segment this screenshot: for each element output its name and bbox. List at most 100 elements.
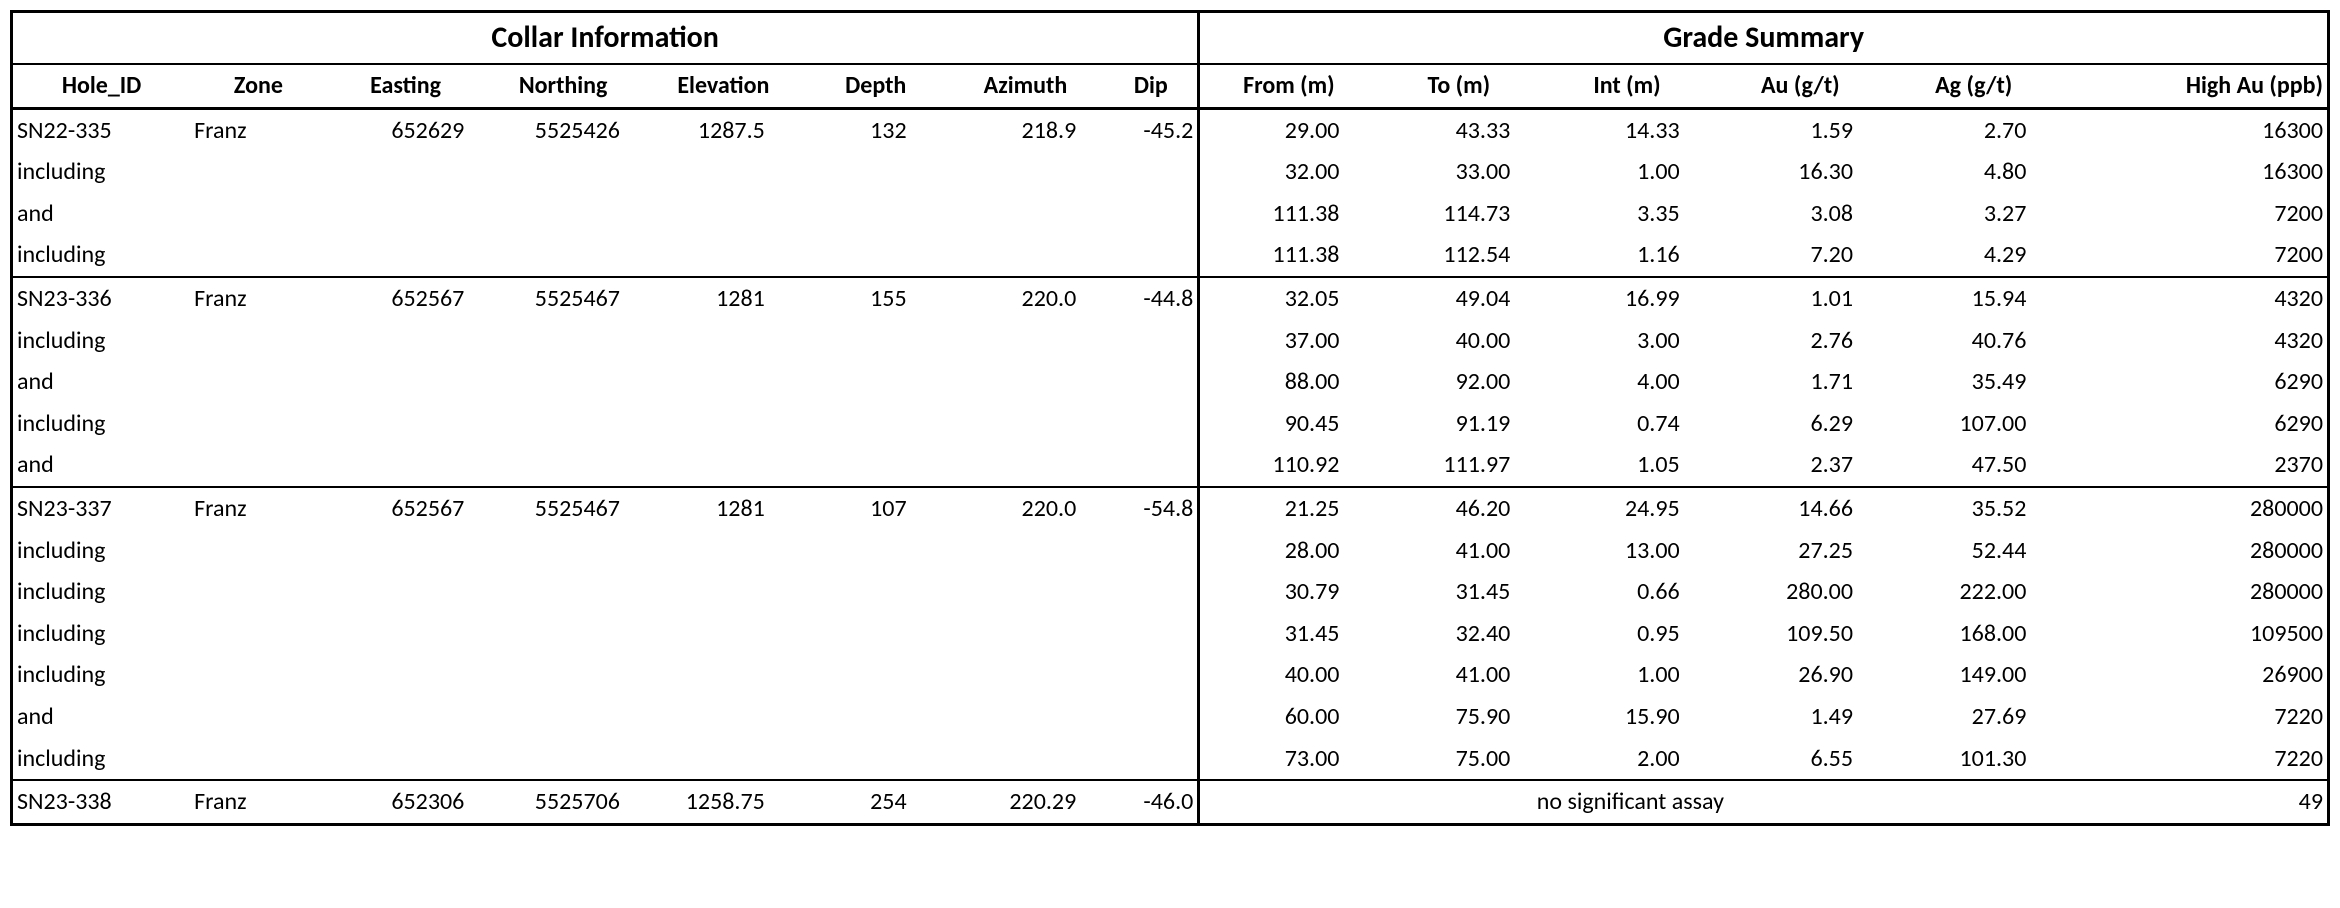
col-depth: Depth (805, 64, 947, 108)
cell-depth: 155 (805, 277, 947, 320)
col-au: Au (g/t) (1714, 64, 1887, 108)
cell-northing (484, 151, 642, 193)
cell-au: 2.76 (1714, 320, 1887, 362)
col-azimuth: Azimuth (947, 64, 1105, 108)
cell-high-au: 6290 (2060, 361, 2328, 403)
cell-ag: 35.49 (1887, 361, 2060, 403)
cell-depth (805, 530, 947, 572)
cell-dip (1104, 613, 1199, 655)
cell-azimuth: 220.0 (947, 277, 1105, 320)
cell-azimuth (947, 530, 1105, 572)
cell-high-au: 49 (2060, 780, 2328, 824)
table-row: including90.4591.190.746.29107.006290 (12, 403, 2329, 445)
cell-easting (327, 613, 485, 655)
cell-zone (190, 403, 327, 445)
cell-au: 26.90 (1714, 654, 1887, 696)
cell-depth (805, 403, 947, 445)
cell-easting (327, 530, 485, 572)
cell-northing (484, 193, 642, 235)
cell-high-au: 4320 (2060, 320, 2328, 362)
cell-au: 27.25 (1714, 530, 1887, 572)
cell-ag: 168.00 (1887, 613, 2060, 655)
cell-au: 6.55 (1714, 738, 1887, 781)
cell-easting (327, 361, 485, 403)
cell-int: 1.00 (1540, 151, 1713, 193)
cell-easting (327, 654, 485, 696)
cell-northing (484, 234, 642, 277)
cell-zone (190, 234, 327, 277)
cell-dip (1104, 151, 1199, 193)
cell-hole-id: SN23-338 (12, 780, 191, 824)
cell-from: 32.00 (1199, 151, 1378, 193)
cell-northing (484, 613, 642, 655)
table-row: SN23-338Franz65230655257061258.75254220.… (12, 780, 2329, 824)
cell-ag: 40.76 (1887, 320, 2060, 362)
cell-northing (484, 654, 642, 696)
col-northing: Northing (484, 64, 642, 108)
col-ag: Ag (g/t) (1887, 64, 2060, 108)
cell-elevation: 1258.75 (642, 780, 805, 824)
table-row: and60.0075.9015.901.4927.697220 (12, 696, 2329, 738)
cell-depth (805, 654, 947, 696)
cell-azimuth (947, 613, 1105, 655)
cell-hole-id: including (12, 320, 191, 362)
cell-azimuth (947, 444, 1105, 487)
cell-depth (805, 696, 947, 738)
col-easting: Easting (327, 64, 485, 108)
cell-dip (1104, 193, 1199, 235)
cell-from: 110.92 (1199, 444, 1378, 487)
cell-int: 4.00 (1540, 361, 1713, 403)
cell-easting: 652306 (327, 780, 485, 824)
cell-high-au: 7220 (2060, 696, 2328, 738)
cell-azimuth (947, 234, 1105, 277)
cell-to: 31.45 (1377, 571, 1540, 613)
cell-depth (805, 444, 947, 487)
cell-dip (1104, 738, 1199, 781)
cell-to: 111.97 (1377, 444, 1540, 487)
cell-depth: 107 (805, 487, 947, 530)
cell-hole-id: including (12, 613, 191, 655)
cell-zone (190, 571, 327, 613)
cell-ag: 27.69 (1887, 696, 2060, 738)
cell-dip: -45.2 (1104, 108, 1199, 151)
cell-azimuth (947, 738, 1105, 781)
cell-azimuth (947, 654, 1105, 696)
col-hole-id: Hole_ID (12, 64, 191, 108)
cell-to: 92.00 (1377, 361, 1540, 403)
cell-azimuth: 220.0 (947, 487, 1105, 530)
cell-easting (327, 234, 485, 277)
cell-ag: 15.94 (1887, 277, 2060, 320)
cell-high-au: 7200 (2060, 193, 2328, 235)
cell-from: 29.00 (1199, 108, 1378, 151)
cell-easting: 652629 (327, 108, 485, 151)
cell-northing: 5525706 (484, 780, 642, 824)
cell-elevation (642, 696, 805, 738)
cell-to: 32.40 (1377, 613, 1540, 655)
cell-azimuth: 218.9 (947, 108, 1105, 151)
cell-depth (805, 320, 947, 362)
cell-au: 14.66 (1714, 487, 1887, 530)
cell-int: 2.00 (1540, 738, 1713, 781)
cell-easting (327, 193, 485, 235)
cell-northing (484, 738, 642, 781)
table-row: including73.0075.002.006.55101.307220 (12, 738, 2329, 781)
cell-azimuth (947, 361, 1105, 403)
cell-dip (1104, 571, 1199, 613)
cell-to: 112.54 (1377, 234, 1540, 277)
cell-int: 14.33 (1540, 108, 1713, 151)
cell-ag: 149.00 (1887, 654, 2060, 696)
cell-high-au: 6290 (2060, 403, 2328, 445)
cell-depth (805, 193, 947, 235)
cell-ag: 52.44 (1887, 530, 2060, 572)
cell-ag: 222.00 (1887, 571, 2060, 613)
table-row: including31.4532.400.95109.50168.0010950… (12, 613, 2329, 655)
cell-dip (1104, 654, 1199, 696)
cell-zone (190, 444, 327, 487)
cell-dip: -54.8 (1104, 487, 1199, 530)
cell-depth (805, 151, 947, 193)
cell-int: 3.00 (1540, 320, 1713, 362)
col-to: To (m) (1377, 64, 1540, 108)
cell-elevation (642, 320, 805, 362)
cell-northing (484, 320, 642, 362)
cell-zone (190, 193, 327, 235)
